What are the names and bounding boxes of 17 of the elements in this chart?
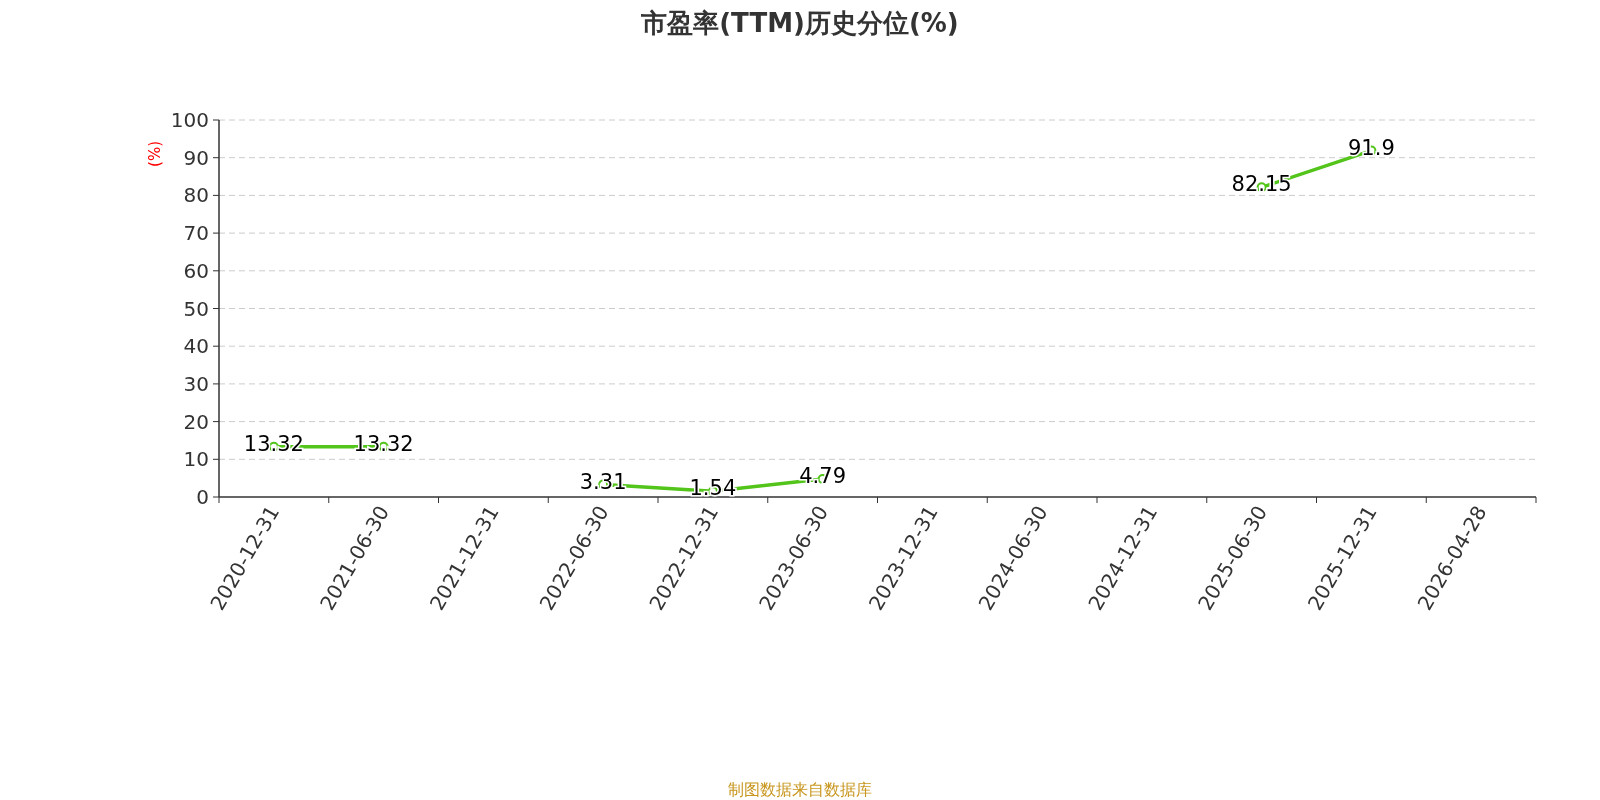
data-label: 91.9 <box>1347 135 1395 160</box>
y-tick-label: 0 <box>196 485 209 509</box>
y-tick-label: 40 <box>183 334 209 359</box>
y-tick-label: 80 <box>183 183 209 208</box>
data-label: 13.32 <box>243 431 304 456</box>
text: 制图数据来自数据库 <box>728 780 872 799</box>
y-tick-label: 30 <box>183 371 209 396</box>
y-tick-label: 10 <box>183 447 209 472</box>
y-axis-title: (%) <box>146 140 164 167</box>
y-tick-label: 70 <box>183 221 209 246</box>
data-label: 13.32 <box>353 431 414 456</box>
y-tick-label: 90 <box>183 145 209 170</box>
y-tick-label: 50 <box>183 296 209 321</box>
y-tick-label: 20 <box>183 409 209 434</box>
y-tick-label: 60 <box>183 258 209 283</box>
chart-title: 市盈率(TTM)历史分位(%) <box>640 8 959 38</box>
y-tick-label: 100 <box>170 108 209 132</box>
